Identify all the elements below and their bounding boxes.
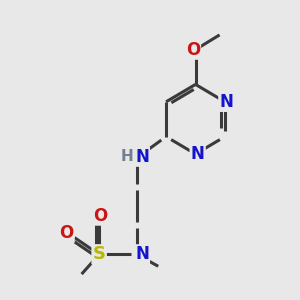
Text: N: N — [135, 148, 149, 166]
Text: H: H — [121, 149, 134, 164]
Text: N: N — [219, 93, 233, 111]
Text: N: N — [135, 245, 149, 263]
Text: O: O — [59, 224, 74, 242]
Text: O: O — [93, 207, 108, 225]
Text: O: O — [186, 40, 200, 58]
Text: S: S — [93, 245, 106, 263]
Text: N: N — [191, 145, 205, 163]
